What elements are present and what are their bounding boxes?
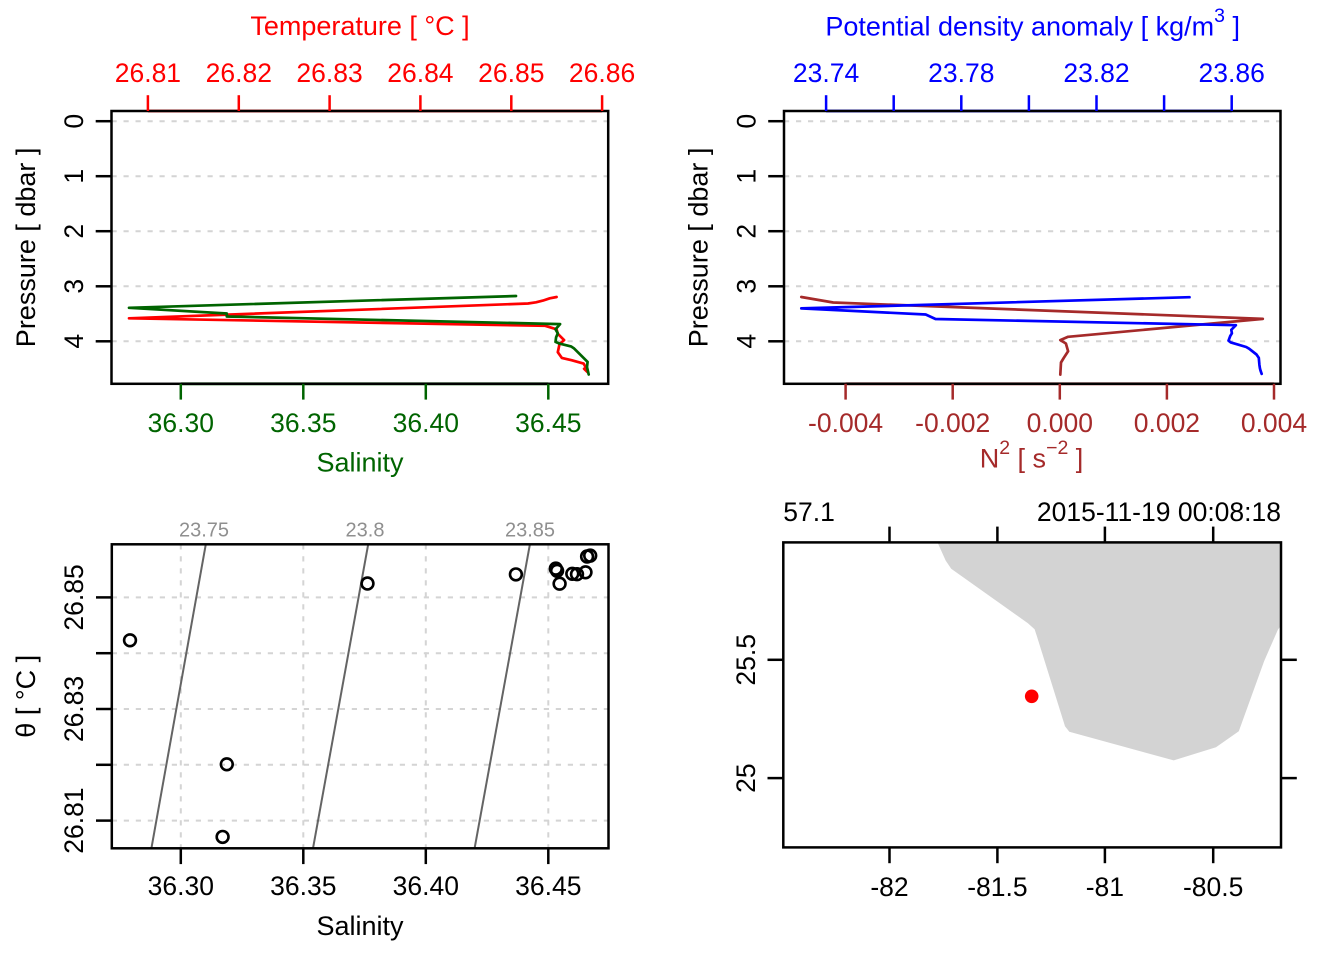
svg-text:36.35: 36.35 <box>270 408 336 438</box>
svg-text:26.86: 26.86 <box>569 58 635 88</box>
svg-text:26.83: 26.83 <box>59 676 89 742</box>
svg-text:2: 2 <box>732 224 762 239</box>
svg-text:36.45: 36.45 <box>515 408 581 438</box>
svg-text:36.40: 36.40 <box>393 871 459 901</box>
svg-text:-80.5: -80.5 <box>1183 872 1243 902</box>
svg-text:-81: -81 <box>1086 872 1124 902</box>
svg-text:0.004: 0.004 <box>1241 408 1307 438</box>
svg-text:26.83: 26.83 <box>296 58 362 88</box>
svg-text:1: 1 <box>59 169 89 184</box>
svg-text:0: 0 <box>732 114 762 129</box>
svg-text:26.84: 26.84 <box>387 58 453 88</box>
svg-text:36.30: 36.30 <box>148 871 214 901</box>
svg-text:2015-11-19 00:08:18: 2015-11-19 00:08:18 <box>1037 497 1281 527</box>
svg-text:Temperature [ °C ]: Temperature [ °C ] <box>250 11 469 41</box>
svg-text:36.40: 36.40 <box>393 408 459 438</box>
svg-text:2: 2 <box>59 224 89 239</box>
svg-text:Pressure [ dbar ]: Pressure [ dbar ] <box>684 148 714 348</box>
svg-text:-81.5: -81.5 <box>967 872 1027 902</box>
svg-text:23.78: 23.78 <box>928 58 994 88</box>
svg-text:Salinity: Salinity <box>316 448 404 478</box>
svg-text:25.5: 25.5 <box>731 634 761 686</box>
svg-text:26.85: 26.85 <box>478 58 544 88</box>
svg-text:N2 [ s−2 ]: N2 [ s−2 ] <box>980 437 1084 473</box>
svg-text:23.75: 23.75 <box>179 520 229 542</box>
svg-text:23.86: 23.86 <box>1199 58 1265 88</box>
svg-text:0.000: 0.000 <box>1027 408 1093 438</box>
svg-text:25: 25 <box>731 763 761 792</box>
svg-text:4: 4 <box>59 334 89 349</box>
svg-text:Pressure [ dbar ]: Pressure [ dbar ] <box>11 148 41 348</box>
svg-text:-0.004: -0.004 <box>808 408 883 438</box>
svg-text:36.30: 36.30 <box>148 408 214 438</box>
svg-text:0.002: 0.002 <box>1134 408 1200 438</box>
svg-text:26.81: 26.81 <box>59 787 89 853</box>
svg-text:23.8: 23.8 <box>346 520 385 542</box>
svg-text:26.85: 26.85 <box>59 564 89 630</box>
svg-text:36.35: 36.35 <box>270 871 336 901</box>
svg-text:4: 4 <box>732 334 762 349</box>
svg-text:1: 1 <box>732 169 762 184</box>
svg-text:Salinity: Salinity <box>316 911 404 941</box>
svg-text:θ [ °C ]: θ [ °C ] <box>11 655 41 738</box>
svg-text:-82: -82 <box>870 872 908 902</box>
svg-text:57.1: 57.1 <box>783 497 835 527</box>
svg-text:-0.002: -0.002 <box>915 408 990 438</box>
svg-text:3: 3 <box>732 279 762 294</box>
svg-text:3: 3 <box>59 279 89 294</box>
svg-text:23.74: 23.74 <box>793 58 859 88</box>
svg-text:23.85: 23.85 <box>505 520 555 542</box>
svg-text:Potential density anomaly [ kg: Potential density anomaly [ kg/m3 ] <box>825 5 1240 41</box>
svg-text:26.81: 26.81 <box>115 58 181 88</box>
svg-text:26.82: 26.82 <box>206 58 272 88</box>
svg-text:23.82: 23.82 <box>1063 58 1129 88</box>
svg-text:0: 0 <box>59 114 89 129</box>
svg-text:36.45: 36.45 <box>515 871 581 901</box>
